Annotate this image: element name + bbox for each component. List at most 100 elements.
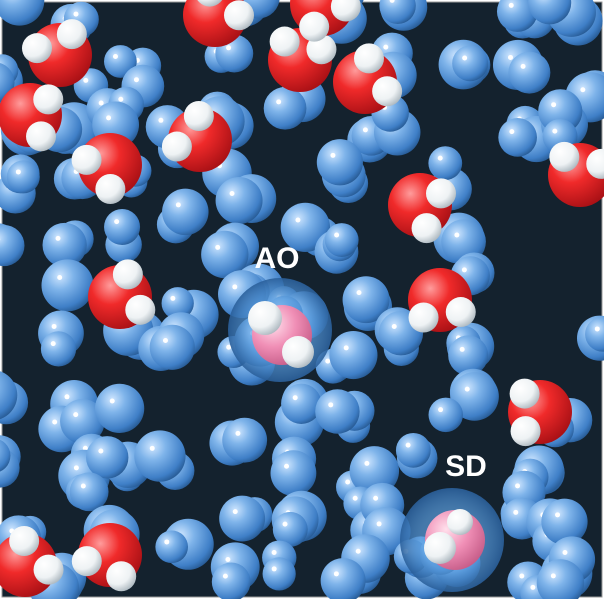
highlight — [52, 324, 57, 329]
hydrogen-atom — [57, 19, 87, 49]
highlight — [406, 443, 411, 448]
blue-atom — [42, 259, 94, 311]
blue-atom — [264, 87, 307, 130]
hydrogen-atom — [549, 142, 579, 172]
highlight — [551, 102, 556, 107]
hydrogen-atom — [162, 132, 192, 162]
blue-atom — [428, 146, 462, 180]
blue-atom — [317, 139, 363, 185]
sd-hydrogen — [424, 532, 456, 564]
highlight — [364, 461, 369, 466]
highlight — [98, 448, 103, 453]
hydrogen-atom — [106, 561, 136, 591]
highlight — [334, 232, 339, 237]
ao-label: AO — [255, 242, 300, 275]
ao-hydrogen — [248, 301, 282, 335]
highlight — [353, 496, 358, 501]
blue-atom — [508, 52, 550, 94]
blue-atom — [396, 433, 431, 468]
highlight — [284, 464, 289, 469]
blue-atom — [452, 46, 488, 82]
highlight — [293, 395, 298, 400]
hydrogen-atom — [224, 0, 254, 30]
highlight — [465, 387, 470, 392]
hydrogen-atom — [299, 12, 329, 42]
highlight — [438, 407, 443, 412]
highlight — [357, 290, 362, 295]
highlight — [114, 219, 119, 224]
hydrogen-atom — [125, 295, 155, 325]
highlight — [233, 509, 238, 514]
blue-atom — [325, 223, 359, 257]
highlight — [113, 54, 118, 59]
highlight — [230, 191, 235, 196]
highlight — [225, 557, 230, 562]
hydrogen-atom — [22, 33, 52, 63]
highlight — [509, 129, 514, 134]
blue-molecule — [262, 540, 296, 590]
highlight — [158, 118, 163, 123]
blue-atom — [134, 430, 185, 481]
highlight — [462, 56, 467, 61]
blue-atom — [70, 472, 109, 511]
hydrogen-atom — [113, 259, 143, 289]
highlight — [176, 202, 181, 207]
highlight — [64, 394, 69, 399]
highlight — [57, 275, 62, 280]
highlight — [106, 115, 111, 120]
blue-molecule — [95, 384, 144, 433]
highlight — [110, 399, 115, 404]
highlight — [295, 217, 300, 222]
highlight — [223, 574, 228, 579]
highlight — [334, 571, 339, 576]
highlight — [552, 129, 557, 134]
highlight — [170, 296, 175, 301]
highlight — [325, 359, 330, 364]
highlight — [460, 347, 465, 352]
highlight — [377, 521, 382, 526]
highlight — [118, 97, 123, 102]
blue-atom — [7, 160, 40, 193]
highlight — [150, 446, 155, 451]
hydrogen-atom — [354, 43, 384, 73]
highlight — [555, 512, 560, 517]
hydrogen-atom — [26, 121, 56, 151]
blue-atom — [498, 118, 537, 157]
blue-atom — [41, 331, 76, 366]
highlight — [373, 496, 378, 501]
blue-atom — [95, 384, 144, 433]
highlight — [73, 412, 78, 417]
blue-molecule — [42, 259, 94, 311]
page: AO SD (() => { const data = JSON.parse(d… — [0, 0, 604, 599]
highlight — [81, 483, 86, 488]
highlight — [232, 284, 237, 289]
highlight — [345, 479, 350, 484]
ao-hydrogen — [282, 336, 314, 368]
highlight — [134, 77, 139, 82]
hydrogen-atom — [409, 302, 439, 332]
blue-atom — [263, 557, 296, 590]
hydrogen-atom — [34, 555, 64, 585]
sd-molecule — [400, 488, 504, 592]
highlight — [580, 87, 585, 92]
highlight — [515, 483, 520, 488]
highlight — [16, 169, 21, 174]
highlight — [272, 550, 277, 555]
blue-atom — [281, 384, 321, 424]
ao-molecule — [228, 278, 332, 382]
blue-atom — [86, 436, 128, 478]
highlight — [235, 431, 240, 436]
blue-atom — [271, 450, 317, 496]
highlight — [438, 156, 443, 161]
hydrogen-atom — [426, 178, 456, 208]
highlight — [530, 585, 535, 590]
blue-atom — [315, 389, 359, 433]
highlight — [330, 153, 335, 158]
blue-atom — [429, 398, 463, 432]
sd-hydrogen — [447, 509, 473, 535]
highlight — [283, 522, 288, 527]
hydrogen-atom — [95, 174, 125, 204]
blue-atom — [219, 496, 265, 542]
highlight — [363, 127, 368, 132]
blue-atom — [150, 325, 195, 370]
